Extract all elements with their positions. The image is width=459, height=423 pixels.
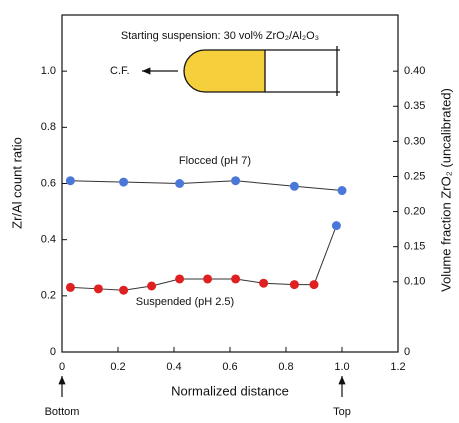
- data-point: [231, 274, 241, 284]
- x-tick-label: 0.6: [222, 361, 237, 373]
- x-tick-label: 0.8: [278, 361, 293, 373]
- y-axis-label: Zr/Al count ratio: [9, 137, 24, 229]
- data-point: [119, 285, 129, 295]
- annotation: C.F.: [110, 65, 130, 77]
- data-point: [175, 179, 185, 188]
- y2-tick-label: 0.30: [404, 135, 425, 147]
- y2-tick-label: 0.40: [404, 65, 425, 77]
- y-tick-label: 0.4: [41, 234, 56, 246]
- x-tick-label: 0: [59, 361, 65, 373]
- series-label: Suspended (pH 2.5): [136, 296, 234, 308]
- data-point: [93, 284, 103, 294]
- data-point: [331, 221, 341, 231]
- y-tick-label: 1.0: [41, 65, 56, 77]
- annotation: Bottom: [45, 406, 80, 418]
- y2-axis-label: Volume fraction ZrO₂ (uncalibrated): [438, 88, 453, 292]
- tube-body: [265, 46, 340, 96]
- y2-tick-label: 0.25: [404, 170, 425, 182]
- y-tick-label: 0: [50, 346, 56, 358]
- y2-tick-label: 0.20: [404, 205, 425, 217]
- data-point: [147, 281, 157, 291]
- data-point: [259, 278, 269, 288]
- series-line: [70, 180, 343, 192]
- y2-tick-label: 0.35: [404, 100, 425, 112]
- series-label: Flocced (pH 7): [179, 155, 251, 167]
- y-tick-label: 0.2: [41, 290, 56, 302]
- data-point: [309, 280, 319, 290]
- x-tick-label: 1.0: [334, 361, 349, 373]
- y-tick-label: 0.8: [41, 121, 56, 133]
- data-point: [289, 181, 299, 191]
- tube-sediment: [183, 49, 266, 93]
- data-point: [231, 176, 241, 186]
- y2-tick-label: 0.15: [404, 241, 425, 253]
- data-point: [289, 280, 299, 290]
- x-tick-label: 0.4: [166, 361, 181, 373]
- data-point: [65, 176, 75, 186]
- annotation: Top: [333, 406, 351, 418]
- x-tick-label: 1.2: [390, 361, 405, 373]
- data-point: [203, 274, 213, 284]
- data-point: [175, 274, 185, 284]
- data-point: [65, 282, 75, 292]
- x-axis-label: Normalized distance: [171, 383, 289, 398]
- data-point: [119, 177, 129, 187]
- y2-tick-label: 0: [404, 346, 410, 358]
- x-tick-label: 0.2: [110, 361, 125, 373]
- annotation: Starting suspension: 30 vol% ZrO₂/Al₂O₃: [121, 30, 319, 42]
- data-point: [337, 186, 347, 196]
- y-tick-label: 0.6: [41, 177, 56, 189]
- y2-tick-label: 0.10: [404, 276, 425, 288]
